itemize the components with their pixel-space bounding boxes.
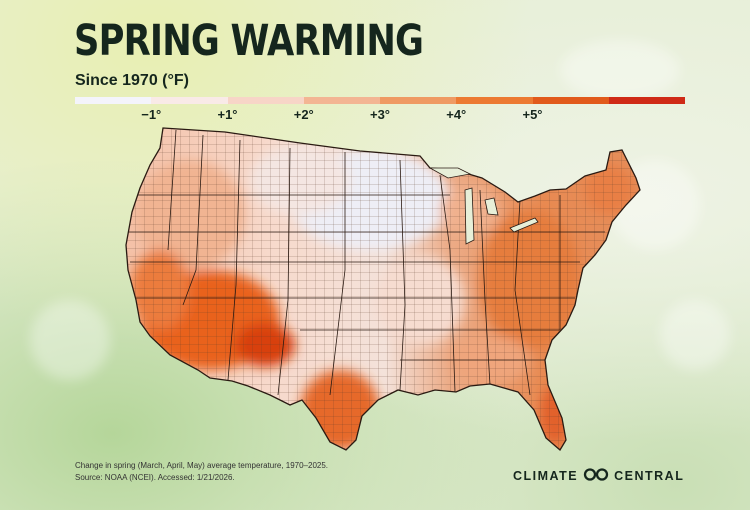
lake-superior	[428, 167, 472, 179]
scale-swatch-3	[303, 97, 380, 104]
lake-huron	[484, 197, 499, 216]
bokeh-light	[660, 300, 730, 370]
scale-tick-label: +4°	[446, 107, 467, 122]
climate-central-logo: CLIMATE CENTRAL	[513, 468, 684, 484]
county-grid	[126, 128, 640, 450]
bokeh-light	[560, 40, 680, 100]
bokeh-light	[30, 300, 110, 380]
color-scale-bar	[75, 97, 685, 104]
scale-swatch-1	[151, 97, 228, 104]
brand-left: CLIMATE	[513, 469, 579, 483]
great-lakes	[428, 167, 539, 245]
lake-michigan	[464, 187, 475, 245]
scale-swatch-7	[608, 97, 685, 104]
page-title: SPRING WARMING	[74, 16, 424, 66]
footnote-source: Source: NOAA (NCEI). Accessed: 1/21/2026…	[75, 473, 235, 482]
scale-swatch-6	[532, 97, 609, 104]
scale-swatch-0	[75, 97, 152, 104]
map-fill	[126, 128, 640, 450]
scale-swatch-4	[380, 97, 457, 104]
scale-tick-label: +5°	[522, 107, 543, 122]
footnote-description: Change in spring (March, April, May) ave…	[75, 461, 329, 470]
scale-swatch-2	[227, 97, 304, 104]
scale-tick-label: +2°	[293, 107, 314, 122]
brand-right: CENTRAL	[614, 469, 685, 483]
scale-tick-label: +1°	[217, 107, 238, 122]
scale-tick-label: +3°	[369, 107, 391, 122]
scale-swatch-5	[456, 97, 533, 104]
lake-erie	[509, 217, 539, 233]
scale-tick-label: −1°	[141, 107, 162, 122]
climate-central-icon	[583, 468, 609, 484]
page-subtitle: Since 1970 (°F)	[75, 72, 189, 89]
state-borders	[126, 129, 605, 396]
